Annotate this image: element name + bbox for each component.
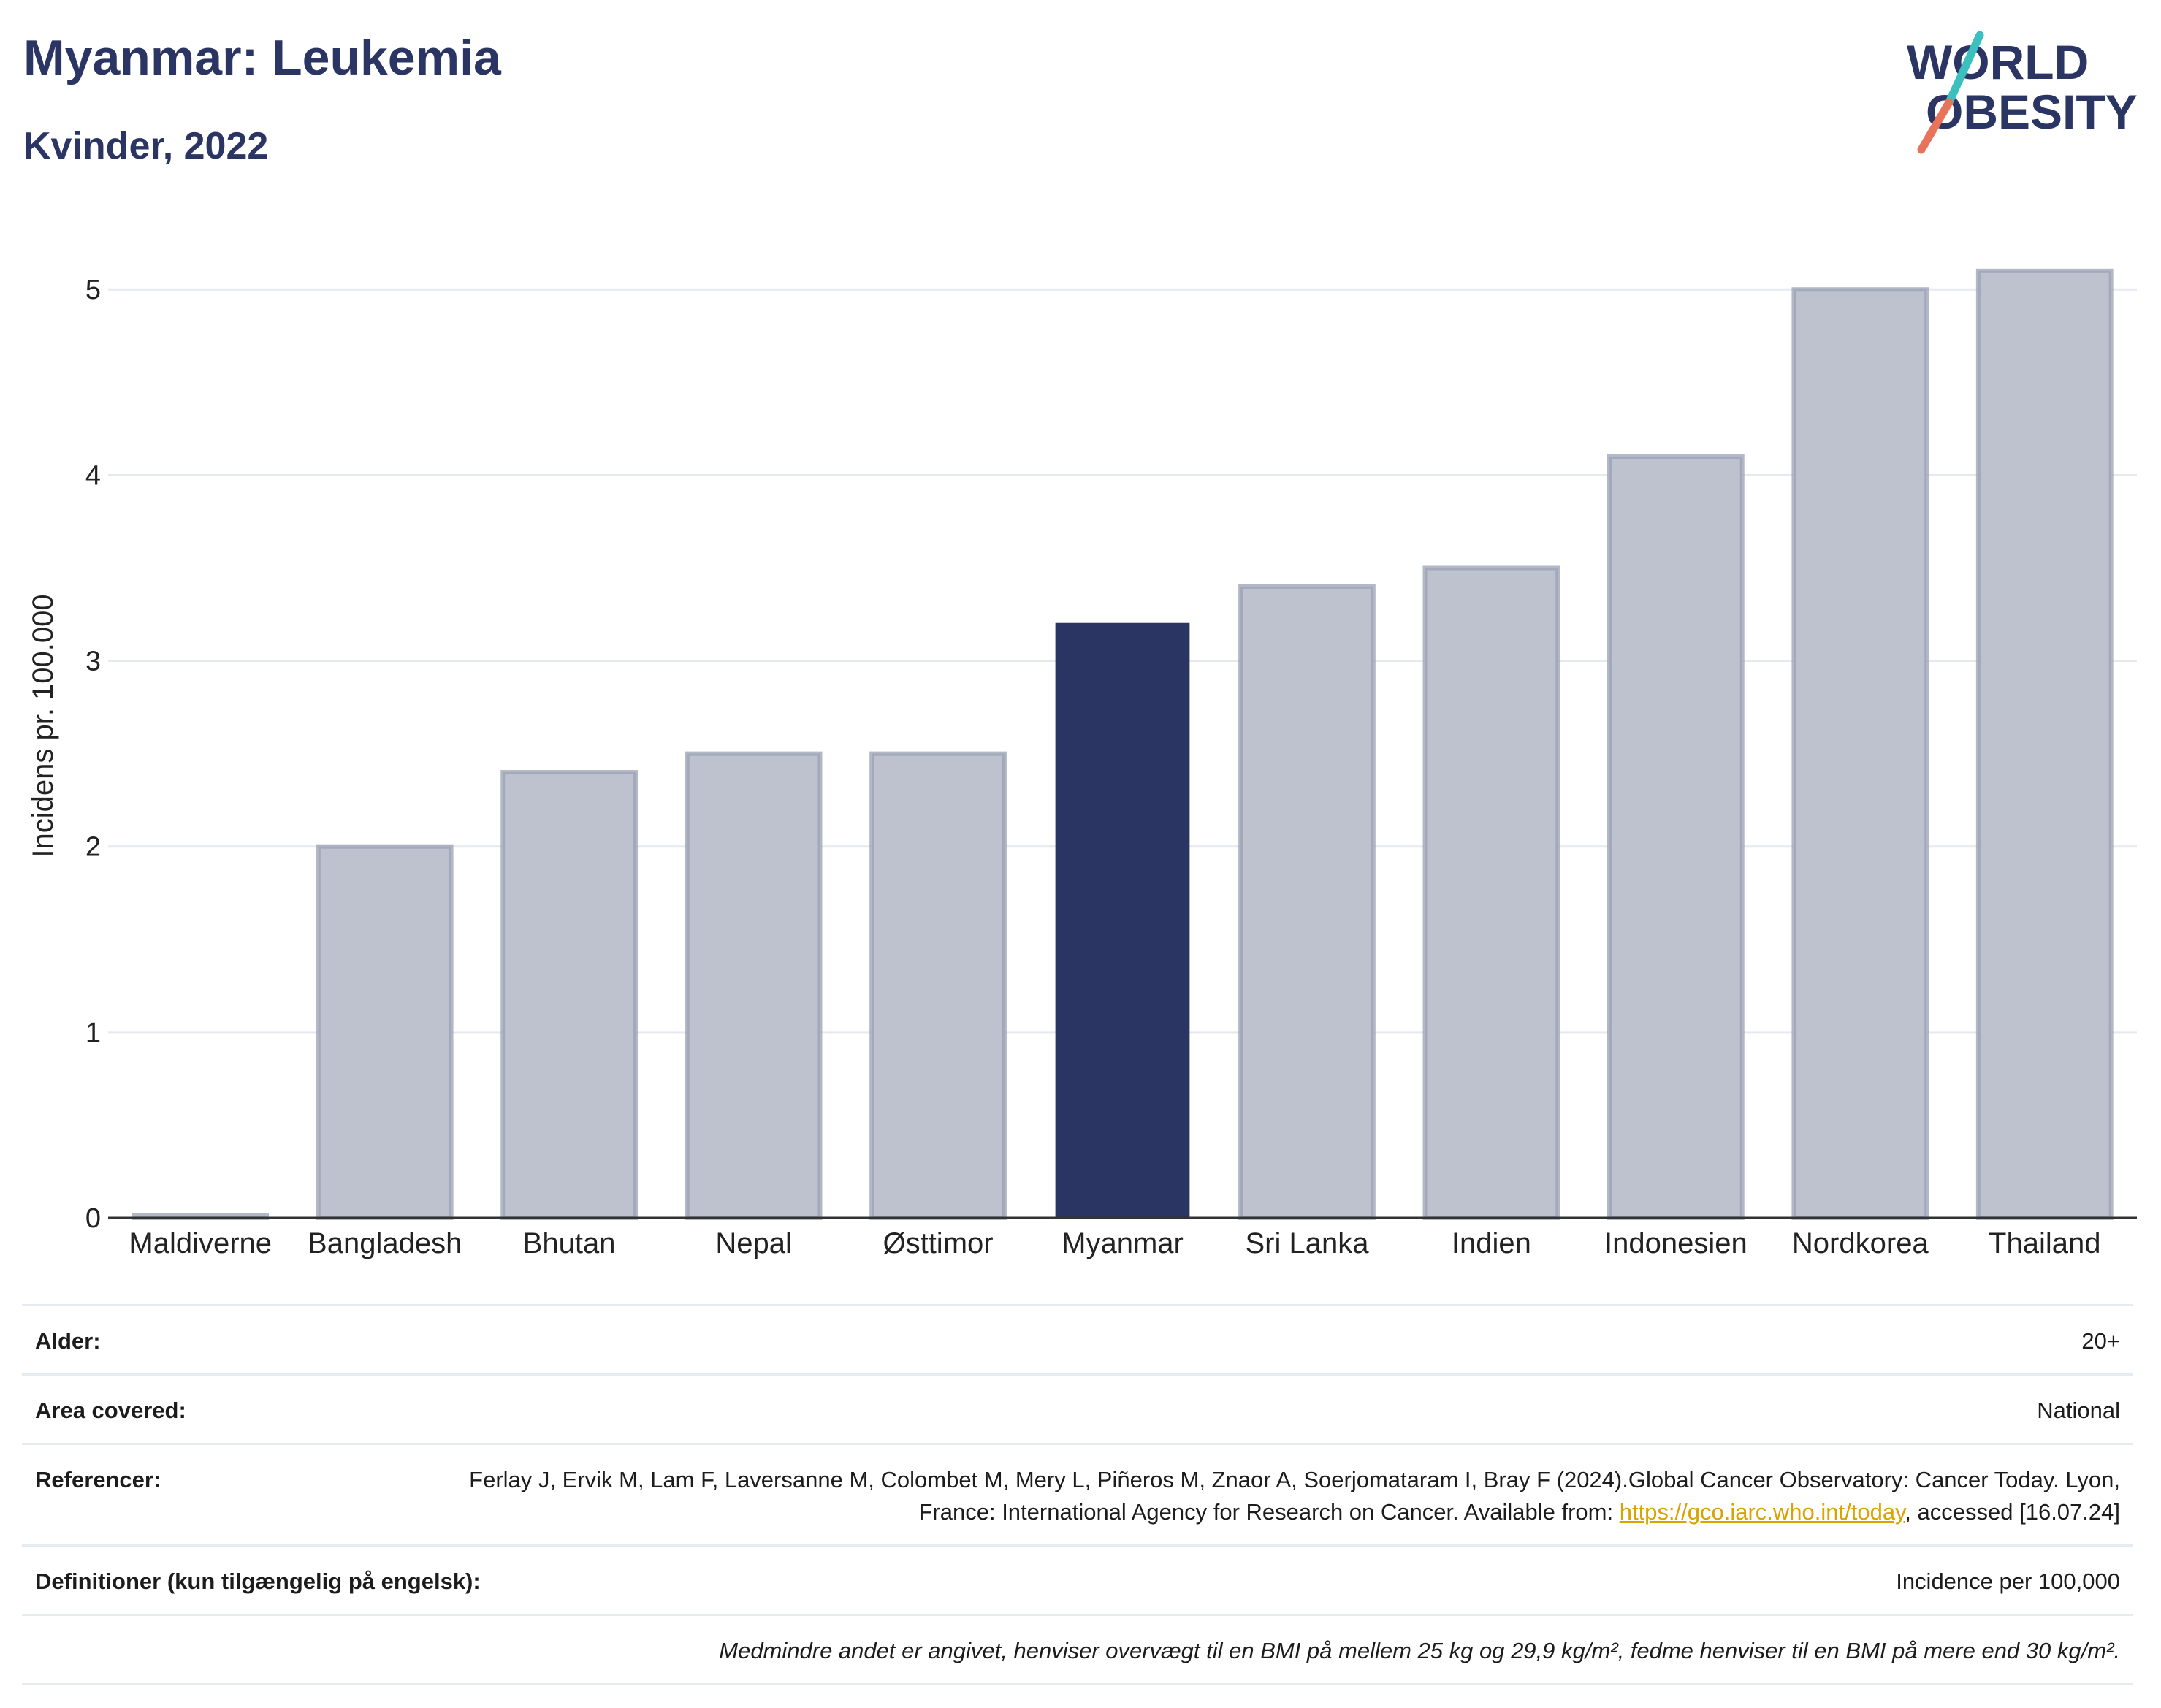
page-subtitle: Kvinder, 2022 bbox=[23, 125, 269, 167]
logo-text-world: WORLD bbox=[1907, 35, 2089, 89]
y-tick-label: 2 bbox=[85, 832, 101, 863]
y-tick-label: 0 bbox=[85, 1203, 101, 1234]
definitions-value: Incidence per 100,000 bbox=[1896, 1568, 2120, 1594]
bar-nordkorea bbox=[1791, 287, 1929, 1221]
info-row-note: Medmindre andet er angivet, henviser ove… bbox=[22, 1614, 2133, 1685]
bar-indonesien bbox=[1607, 454, 1745, 1221]
bar-bhutan bbox=[500, 770, 639, 1220]
x-tick-label: Østtimor bbox=[883, 1227, 993, 1259]
bar-østtimor bbox=[869, 751, 1007, 1221]
x-tick-label: Nordkorea bbox=[1792, 1227, 1929, 1259]
info-row-definitions: Definitioner (kun tilgængelig på engelsk… bbox=[22, 1544, 2133, 1614]
info-table: Alder: 20+ Area covered: National Refere… bbox=[22, 1304, 2133, 1685]
info-row-age: Alder: 20+ bbox=[22, 1304, 2133, 1373]
x-tick-label: Indien bbox=[1452, 1227, 1531, 1259]
bar-thailand bbox=[1975, 268, 2114, 1220]
references-label: Referencer: bbox=[35, 1467, 161, 1492]
info-row-area: Area covered: National bbox=[22, 1373, 2133, 1443]
age-label: Alder: bbox=[35, 1328, 101, 1354]
area-label: Area covered: bbox=[35, 1398, 186, 1423]
age-value: 20+ bbox=[2081, 1328, 2120, 1354]
x-tick-label: Bhutan bbox=[523, 1227, 616, 1259]
reference-text: Ferlay J, Ervik M, Lam F, Laversanne M, … bbox=[469, 1467, 2120, 1525]
y-axis-title: Incidens pr. 100.000 bbox=[27, 594, 59, 857]
x-tick-label: Maldiverne bbox=[129, 1227, 272, 1259]
y-tick-label: 1 bbox=[85, 1018, 101, 1048]
page-title: Myanmar: Leukemia bbox=[23, 30, 501, 85]
y-tick-label: 4 bbox=[85, 460, 101, 491]
definitions-label: Definitioner (kun tilgængelig på engelsk… bbox=[35, 1568, 481, 1594]
y-tick-label: 3 bbox=[85, 647, 101, 677]
reference-accessed: , accessed [16.07.24] bbox=[1905, 1499, 2120, 1525]
y-tick-label: 5 bbox=[85, 275, 101, 305]
x-tick-label: Indonesien bbox=[1604, 1227, 1748, 1259]
info-row-references: Referencer: Ferlay J, Ervik M, Lam F, La… bbox=[22, 1443, 2133, 1544]
x-tick-label: Myanmar bbox=[1062, 1227, 1184, 1259]
bar-sri-lanka bbox=[1238, 584, 1376, 1220]
area-value: National bbox=[2037, 1398, 2120, 1423]
x-tick-label: Sri Lanka bbox=[1245, 1227, 1369, 1259]
logo-slash-coral bbox=[1917, 98, 1954, 154]
logo-text-obesity: OBESITY bbox=[1926, 85, 2138, 139]
bar-indien bbox=[1422, 565, 1560, 1220]
references-value: Ferlay J, Ervik M, Lam F, Laversanne M, … bbox=[440, 1464, 2120, 1528]
bar-myanmar bbox=[1055, 622, 1190, 1219]
bar-chart: 0 1 2 3 4 5 Maldiverne Bangladesh Bhutan Nepal Øst… bbox=[27, 268, 2137, 1259]
world-obesity-logo: WORLD OBESITY bbox=[1907, 29, 2148, 154]
reference-link[interactable]: https://gco.iarc.who.int/today bbox=[1619, 1499, 1905, 1525]
logo-slash-teal bbox=[1945, 31, 1984, 107]
bar-nepal bbox=[685, 751, 823, 1221]
x-tick-label: Nepal bbox=[715, 1227, 792, 1259]
x-tick-label: Bangladesh bbox=[308, 1227, 462, 1259]
x-tick-label: Thailand bbox=[1989, 1227, 2100, 1259]
bar-bangladesh bbox=[316, 844, 454, 1220]
footnote: Medmindre andet er angivet, henviser ove… bbox=[719, 1638, 2120, 1663]
